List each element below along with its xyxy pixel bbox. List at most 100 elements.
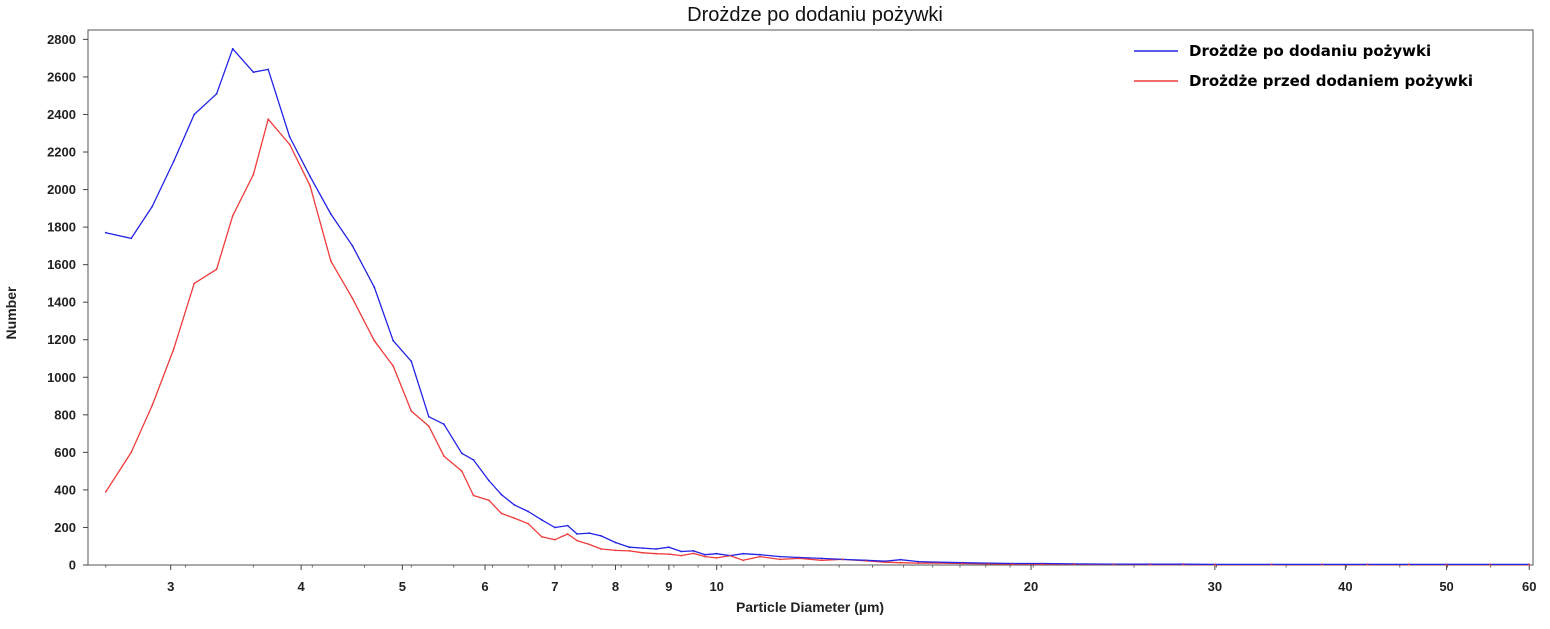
x-tick-label: 20 [1024, 579, 1038, 594]
data-point [410, 360, 413, 363]
y-tick-label: 400 [54, 482, 76, 497]
data-point [309, 184, 311, 187]
data-point [987, 563, 990, 565]
data-point [215, 92, 218, 95]
data-point [1366, 563, 1369, 566]
data-point [917, 560, 920, 563]
data-point [427, 415, 430, 418]
x-tick-label: 3 [167, 579, 174, 594]
data-point [704, 555, 707, 558]
data-point [628, 546, 631, 549]
y-tick-label: 1000 [47, 370, 76, 385]
x-tick-label: 4 [298, 579, 306, 594]
data-point [779, 558, 781, 561]
data-point [554, 538, 556, 541]
data-point [865, 560, 867, 562]
data-point [104, 490, 107, 493]
x-axis-ticks: 3 4 5 6 7 8 9 10 20 30 40 50 60 [105, 565, 1536, 594]
series-line-1 [105, 118, 1530, 566]
data-point [820, 559, 823, 562]
data-point [715, 557, 718, 559]
data-point [1528, 563, 1531, 566]
data-point [252, 173, 255, 176]
y-tick-label: 2000 [47, 182, 76, 197]
data-point [1270, 563, 1273, 566]
legend-label: Drożdże przed dodaniem pożywki [1189, 72, 1473, 90]
y-tick-label: 1600 [47, 257, 76, 272]
y-tick-label: 2200 [47, 145, 76, 160]
data-point [779, 555, 781, 558]
plot-area-border [87, 29, 1534, 566]
data-point [917, 562, 920, 564]
data-point [193, 113, 196, 116]
data-point [540, 519, 543, 521]
data-point [288, 136, 291, 138]
data-point [614, 541, 617, 544]
x-tick-label: 40 [1338, 579, 1352, 594]
data-point [600, 548, 602, 550]
data-point [742, 552, 744, 555]
series-layer [104, 47, 1531, 566]
data-point [351, 245, 354, 247]
data-point [252, 71, 255, 74]
data-point [410, 410, 413, 412]
data-point [642, 547, 644, 549]
data-point [759, 555, 761, 558]
data-point [961, 562, 964, 565]
data-point [729, 554, 731, 557]
data-point [655, 548, 657, 550]
data-point [540, 535, 543, 538]
data-point [231, 214, 234, 217]
legend: Drożdże po dodaniu pożywki Drożdże przed … [1134, 42, 1473, 90]
data-point [193, 282, 196, 285]
data-point [600, 535, 602, 537]
data-point [1407, 563, 1410, 566]
data-point [329, 260, 332, 262]
data-point [899, 561, 902, 564]
x-tick-label: 30 [1208, 579, 1222, 594]
y-tick-label: 1200 [47, 332, 76, 347]
data-point [668, 546, 670, 549]
y-tick-label: 2400 [47, 107, 76, 122]
y-tick-label: 0 [69, 558, 76, 573]
data-point [392, 365, 395, 367]
data-point [704, 553, 707, 556]
data-point [588, 543, 591, 546]
x-tick-label: 50 [1439, 579, 1453, 594]
data-point [576, 533, 578, 535]
data-point [899, 558, 902, 561]
chart-title: Drożdze po dodaniu pożywki [687, 4, 943, 26]
data-point [231, 47, 234, 50]
data-point [742, 559, 744, 562]
data-point [172, 348, 175, 350]
y-axis-label: Number [3, 286, 19, 339]
data-point [151, 404, 154, 407]
x-tick-label: 5 [399, 579, 406, 594]
data-point [427, 425, 430, 427]
data-point [392, 339, 395, 342]
data-point [443, 423, 445, 426]
data-point [566, 533, 569, 535]
data-point [1112, 563, 1115, 566]
legend-label: Drożdże po dodaniu pożywki [1189, 42, 1431, 60]
data-point [527, 522, 530, 525]
data-point [798, 557, 801, 560]
data-point [351, 297, 354, 300]
data-point [513, 517, 516, 519]
data-point [1321, 563, 1323, 566]
data-point [1041, 563, 1044, 566]
data-point [642, 551, 644, 554]
y-tick-label: 1800 [47, 220, 76, 235]
data-point [1073, 563, 1076, 566]
data-point [1011, 563, 1014, 565]
y-tick-label: 2600 [47, 69, 76, 84]
data-point [668, 553, 670, 555]
x-tick-label: 9 [665, 579, 672, 594]
data-point [1149, 563, 1151, 566]
data-point [472, 494, 475, 497]
data-point [841, 558, 844, 561]
data-point [1214, 563, 1216, 566]
data-point [500, 493, 503, 496]
data-point [329, 213, 332, 215]
